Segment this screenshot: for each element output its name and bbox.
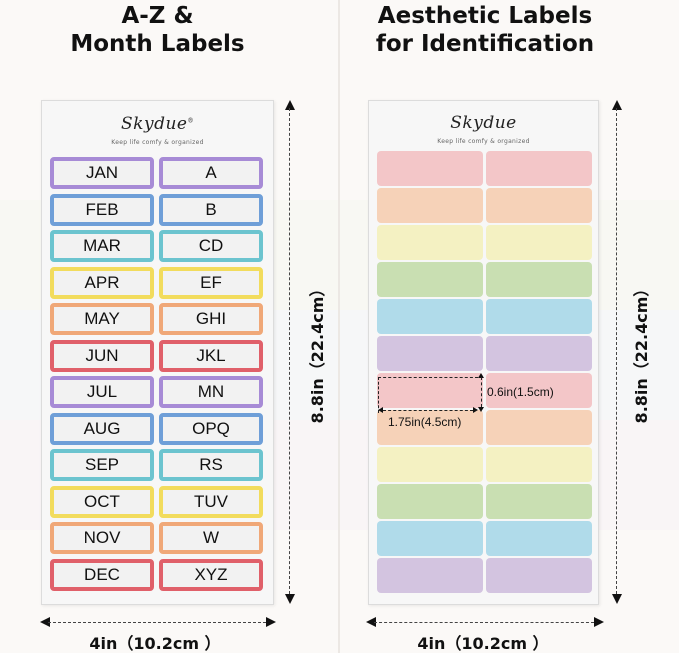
column-divider	[338, 0, 340, 653]
right-height-label: 8.8in（22.4cm）	[632, 280, 651, 424]
left-height-label: 8.8in（22.4cm）	[308, 280, 327, 424]
blank-label	[486, 299, 592, 334]
blank-label	[486, 262, 592, 297]
dimension-arrow-left-icon	[366, 617, 376, 627]
small-arrow-down-icon	[478, 407, 484, 412]
blank-label	[377, 336, 483, 371]
month-label: AUG	[50, 412, 154, 445]
month-label: FEB	[50, 193, 154, 226]
blank-label	[377, 188, 483, 223]
letter-label: GHI	[159, 303, 263, 335]
blank-label	[377, 151, 483, 186]
brand-tagline: Keep life comfy & organized	[111, 139, 204, 146]
month-label: DEC	[50, 558, 154, 591]
left-title-line2: Month Labels	[70, 31, 245, 57]
blank-label	[486, 225, 592, 260]
blank-label	[377, 225, 483, 260]
letter-label: B	[159, 193, 263, 226]
brand-logo: Skydue	[450, 113, 517, 133]
blank-label	[486, 484, 592, 519]
dimension-arrow-up-icon	[285, 100, 295, 110]
blank-label	[486, 336, 592, 371]
left-width-label: 4in（10.2cm ）	[89, 634, 221, 653]
blank-label	[377, 299, 483, 334]
blank-label	[486, 410, 592, 445]
letter-label: MN	[159, 376, 263, 408]
label-width-line	[383, 410, 473, 411]
month-label: SEP	[50, 449, 154, 481]
blank-label	[377, 410, 483, 445]
blank-label	[377, 262, 483, 297]
dimension-line	[616, 108, 617, 594]
blank-label	[486, 151, 592, 186]
label-edge-line	[378, 377, 379, 413]
letter-label: CD	[159, 230, 263, 262]
right-title-line1: Aesthetic Labels	[377, 3, 593, 29]
letter-label: OPQ	[159, 412, 263, 445]
letter-label: XYZ	[159, 558, 263, 591]
dimension-arrow-right-icon	[266, 617, 276, 627]
blank-label	[486, 373, 592, 408]
blank-label	[486, 558, 592, 593]
dimension-arrow-down-icon	[612, 594, 622, 604]
brand-tagline: Keep life comfy & organized	[437, 138, 530, 145]
month-label-sheet: Skydue® Keep life comfy & organized JAN A…	[41, 100, 274, 605]
label-height-line	[481, 377, 482, 407]
label-height-dimension: 0.6in(1.5cm)	[487, 385, 554, 399]
small-arrow-right-icon	[473, 407, 478, 413]
label-width-dimension: 1.75in(4.5cm)	[388, 415, 462, 429]
letter-label: W	[159, 522, 263, 554]
aesthetic-label-sheet: Skydue Keep life comfy & organized 0.6in…	[368, 100, 599, 605]
dimension-arrow-left-icon	[40, 617, 50, 627]
label-edge-line	[378, 377, 478, 378]
month-label: JUN	[50, 339, 154, 372]
month-label: MAR	[50, 230, 154, 262]
dimension-line	[48, 622, 266, 623]
right-width-label: 4in（10.2cm ）	[417, 634, 549, 653]
dimension-arrow-right-icon	[594, 617, 604, 627]
dimension-line	[289, 108, 290, 594]
letter-label: RS	[159, 449, 263, 481]
month-label: MAY	[50, 303, 154, 335]
month-label: JAN	[50, 157, 154, 189]
right-title-line2: for Identification	[375, 31, 595, 57]
blank-label	[377, 447, 483, 482]
right-title: Aesthetic Labels for Identification	[355, 2, 615, 58]
month-label: NOV	[50, 522, 154, 554]
blank-label	[377, 484, 483, 519]
blank-label	[377, 558, 483, 593]
letter-label: TUV	[159, 485, 263, 518]
brand-logo: Skydue®	[121, 114, 194, 134]
dimension-line	[374, 622, 594, 623]
blank-label	[486, 188, 592, 223]
dimension-arrow-down-icon	[285, 594, 295, 604]
blank-label	[486, 521, 592, 556]
small-arrow-up-icon	[478, 373, 484, 378]
letter-label: A	[159, 157, 263, 189]
month-label: OCT	[50, 485, 154, 518]
dimension-arrow-up-icon	[612, 100, 622, 110]
month-label: APR	[50, 266, 154, 299]
blank-label	[486, 447, 592, 482]
left-title: A-Z & Month Labels	[40, 2, 275, 58]
blank-label	[377, 373, 483, 408]
letter-label: JKL	[159, 339, 263, 372]
small-arrow-left-icon	[378, 407, 383, 413]
left-title-line1: A-Z &	[121, 3, 194, 29]
blank-label	[377, 521, 483, 556]
letter-label: EF	[159, 266, 263, 299]
month-label: JUL	[50, 376, 154, 408]
